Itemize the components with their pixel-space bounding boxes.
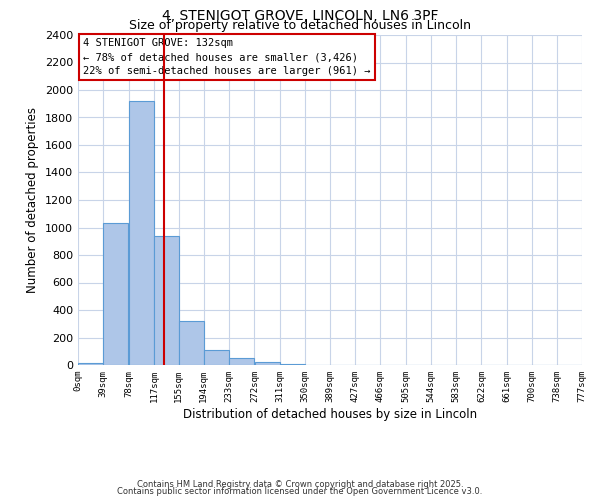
Bar <box>204 350 229 365</box>
Bar <box>129 101 154 365</box>
Text: 4 STENIGOT GROVE: 132sqm
← 78% of detached houses are smaller (3,426)
22% of sem: 4 STENIGOT GROVE: 132sqm ← 78% of detach… <box>83 38 371 76</box>
Text: 4, STENIGOT GROVE, LINCOLN, LN6 3PF: 4, STENIGOT GROVE, LINCOLN, LN6 3PF <box>162 9 438 23</box>
Bar <box>179 321 203 365</box>
Text: Size of property relative to detached houses in Lincoln: Size of property relative to detached ho… <box>129 18 471 32</box>
Bar <box>154 236 179 365</box>
Bar <box>78 363 103 365</box>
Bar <box>280 364 305 365</box>
Bar <box>103 224 128 365</box>
Text: Contains public sector information licensed under the Open Government Licence v3: Contains public sector information licen… <box>118 488 482 496</box>
Text: Contains HM Land Registry data © Crown copyright and database right 2025.: Contains HM Land Registry data © Crown c… <box>137 480 463 489</box>
X-axis label: Distribution of detached houses by size in Lincoln: Distribution of detached houses by size … <box>183 408 477 420</box>
Bar <box>229 358 254 365</box>
Bar <box>254 362 280 365</box>
Y-axis label: Number of detached properties: Number of detached properties <box>26 107 40 293</box>
